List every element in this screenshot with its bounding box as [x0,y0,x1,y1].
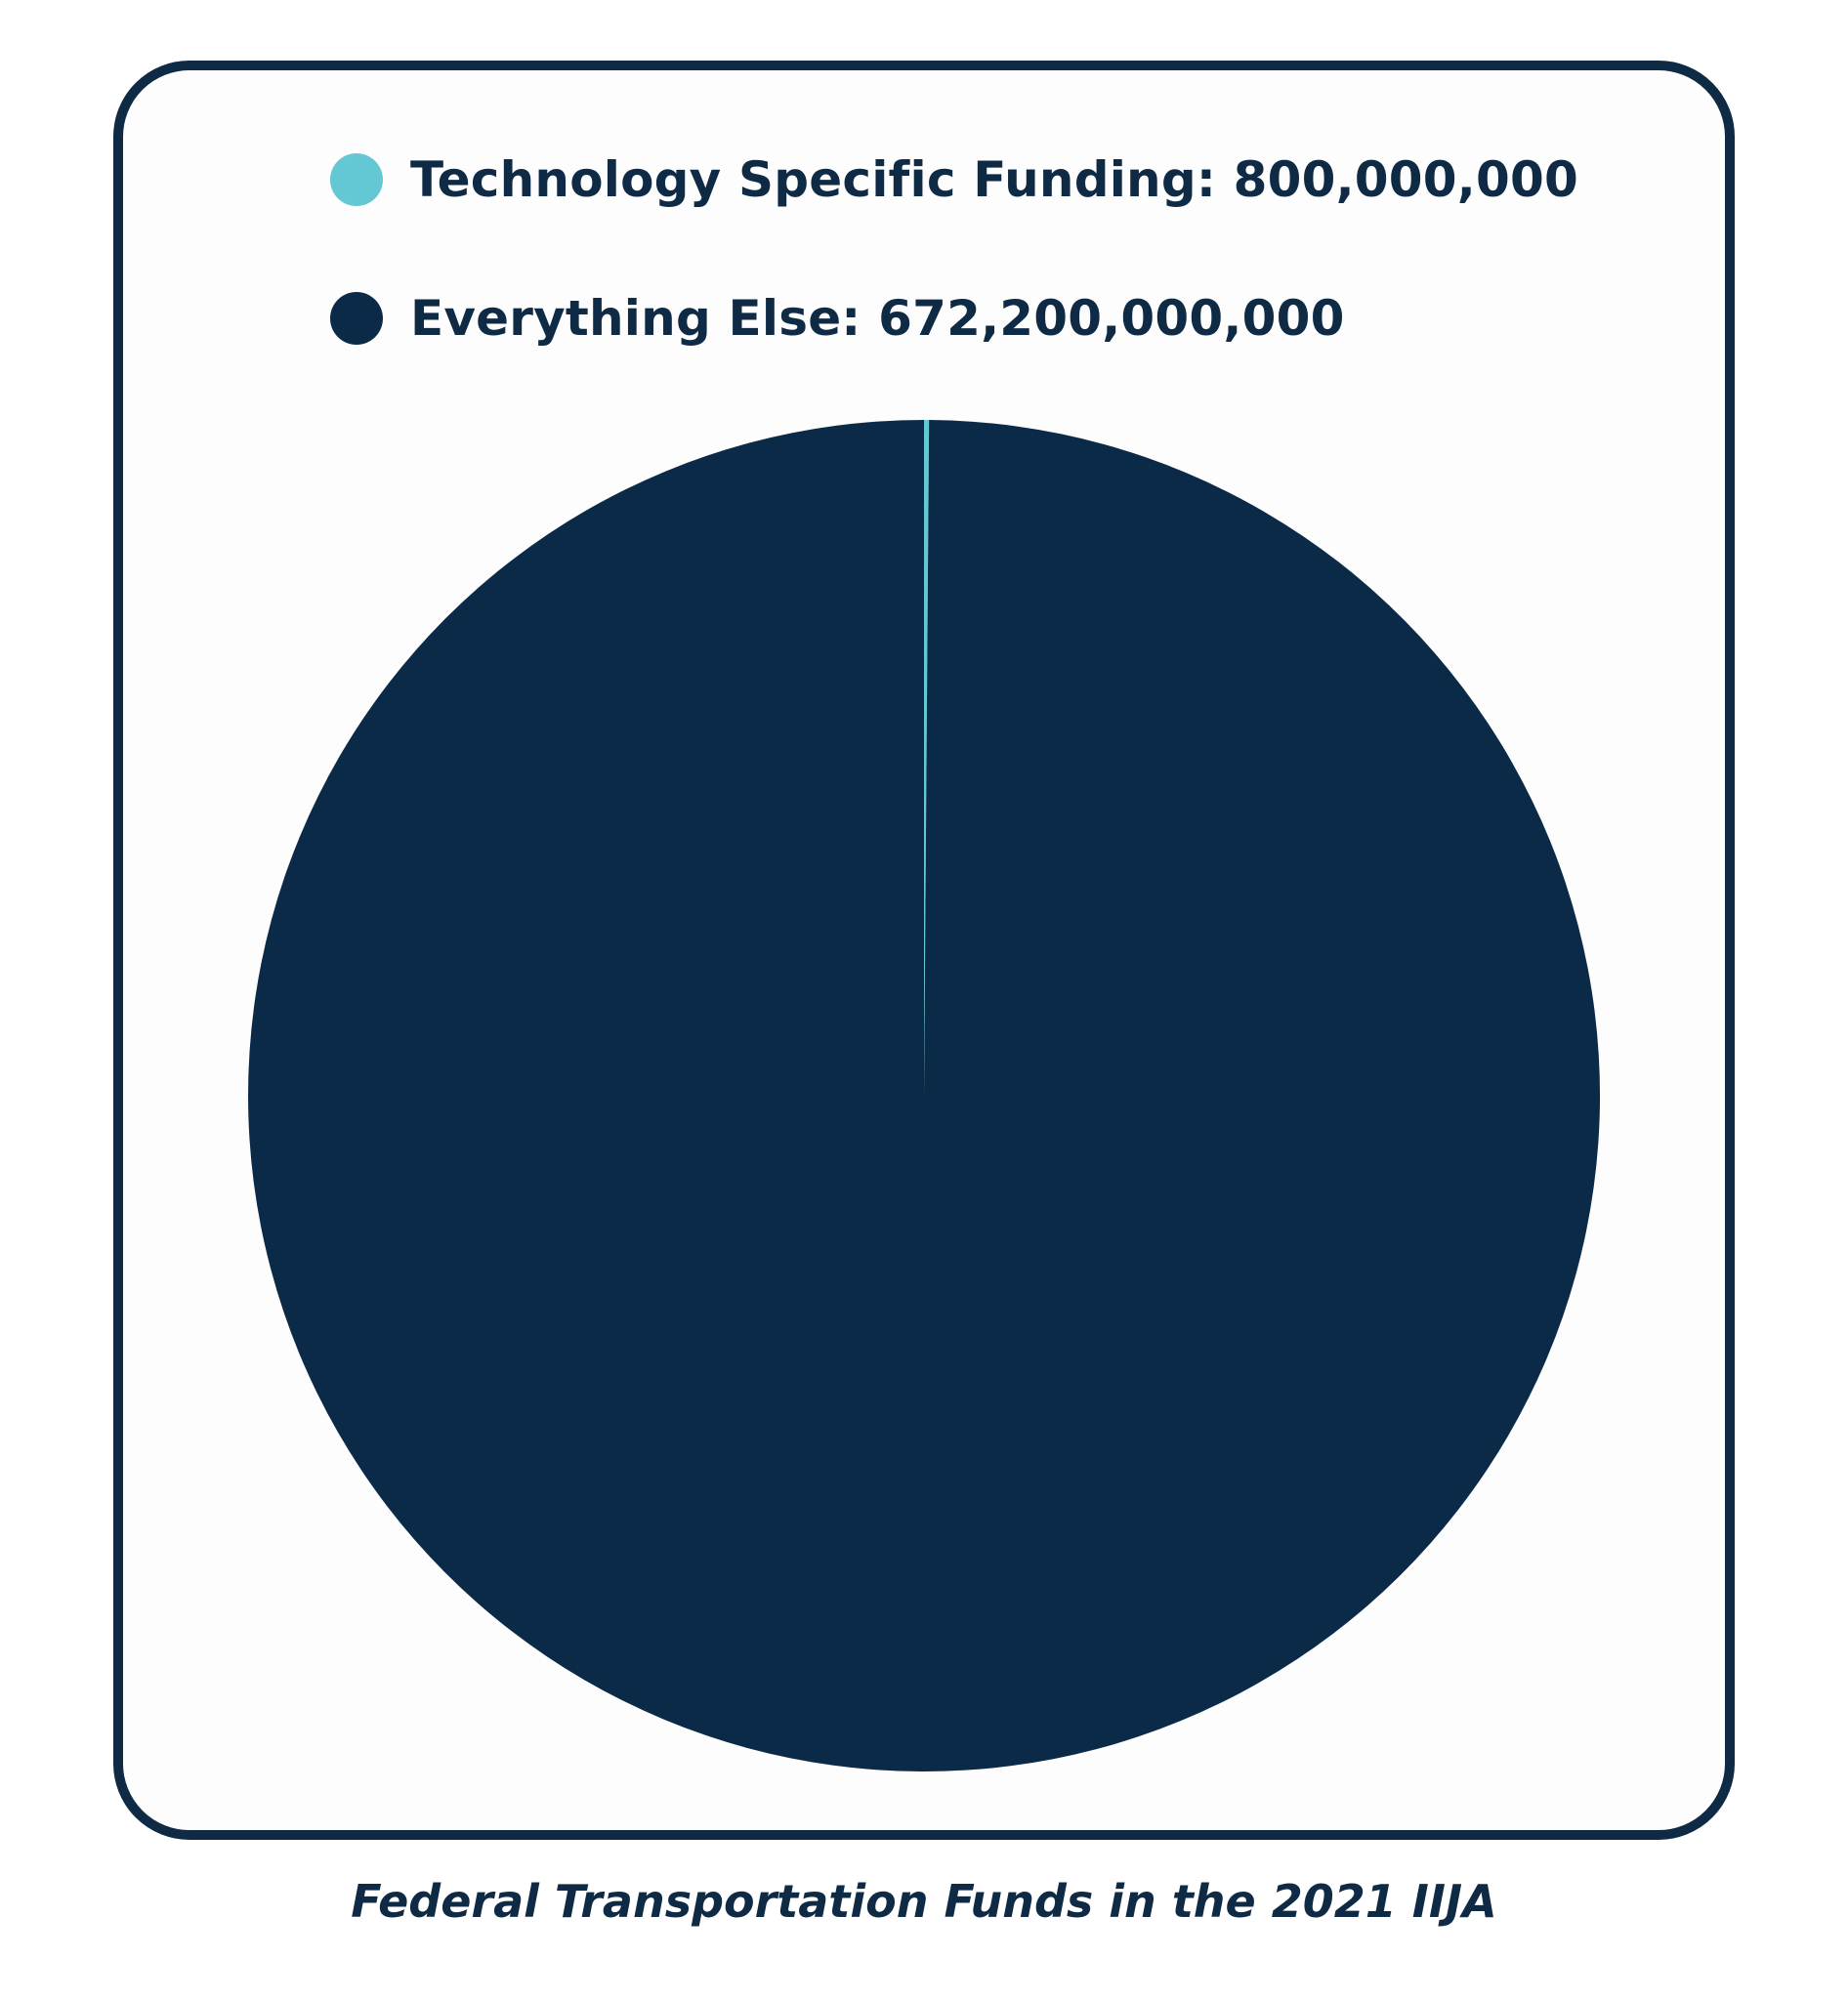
legend-label-technology: Technology Specific Funding: 800,000,000 [410,151,1578,208]
legend-label-everything-else: Everything Else: 672,200,000,000 [410,290,1345,347]
legend-swatch-technology-icon [330,153,383,206]
legend: Technology Specific Funding: 800,000,000… [330,148,1578,426]
legend-swatch-everything-else-icon [330,292,383,345]
chart-caption: Federal Transportation Funds in the 2021… [351,1875,1497,1928]
legend-item-everything-else: Everything Else: 672,200,000,000 [330,287,1578,350]
legend-item-technology: Technology Specific Funding: 800,000,000 [330,148,1578,211]
